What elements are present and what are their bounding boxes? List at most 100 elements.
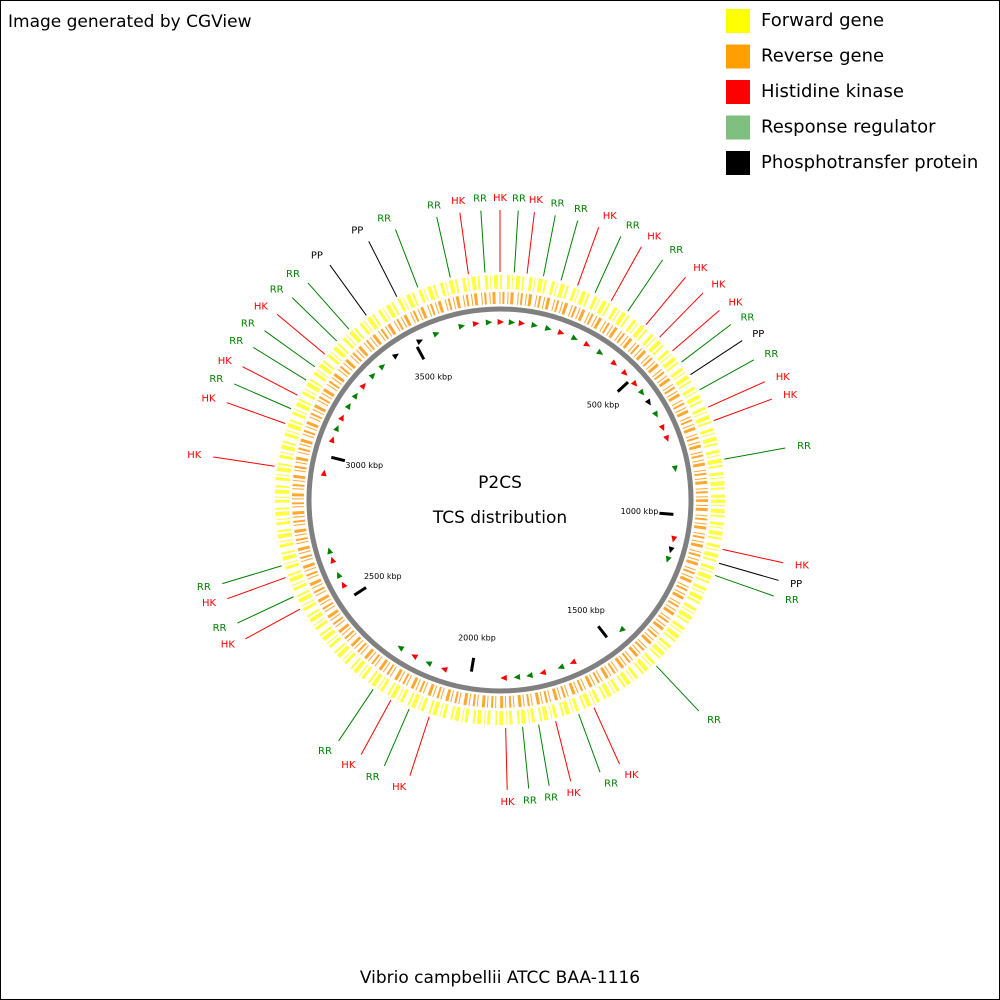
feature-label: HK — [776, 372, 791, 383]
feature-leader — [383, 708, 410, 767]
feature-leader — [237, 596, 294, 624]
feature-label: RR — [707, 715, 721, 726]
feature-label: HK — [500, 797, 515, 808]
feature-marker — [531, 321, 538, 328]
map-title: P2CS — [478, 473, 522, 493]
feature-label: RR — [286, 269, 300, 280]
feature-leader — [264, 330, 316, 368]
feature-label: HK — [201, 394, 216, 405]
tick-label: 3000 kbp — [345, 461, 383, 470]
feature-label: RR — [740, 312, 754, 323]
feature-label: RR — [197, 582, 211, 593]
feature-leader — [276, 314, 326, 355]
feature-marker — [359, 383, 366, 390]
feature-leader — [542, 215, 556, 277]
feature-leader — [627, 259, 664, 312]
header-title: Image generated by CGView — [8, 12, 252, 32]
feature-leader — [718, 562, 779, 581]
feature-leader — [234, 383, 292, 410]
feature-label: RR — [523, 796, 537, 807]
feature-leader — [645, 276, 686, 326]
feature-label: RR — [270, 284, 284, 295]
feature-leader — [578, 713, 601, 773]
feature-leader — [291, 297, 338, 342]
feature-leader — [672, 310, 720, 352]
feature-leader — [722, 548, 784, 564]
feature-label: RR — [209, 374, 223, 385]
feature-label: RR — [241, 319, 255, 330]
feature-marker — [644, 398, 651, 406]
feature-leader — [655, 665, 700, 712]
feature-label: PP — [351, 226, 363, 237]
feature-marker — [610, 359, 617, 366]
feature-marker — [378, 364, 386, 371]
feature-leader — [610, 246, 642, 302]
feature-leader — [307, 282, 350, 330]
feature-leader — [227, 577, 286, 600]
feature-marker — [500, 674, 507, 681]
feature-marker — [569, 658, 577, 664]
forward-gene-ring — [275, 275, 725, 725]
feature-leader — [594, 236, 622, 293]
legend-swatch — [726, 115, 750, 140]
feature-label: HK — [567, 788, 582, 799]
feature-label: HK — [729, 298, 744, 309]
tick-label: 1500 kbp — [567, 606, 605, 615]
feature-label: RR — [318, 746, 332, 757]
feature-leader — [560, 220, 579, 281]
legend-swatch — [726, 151, 750, 175]
feature-marker — [665, 555, 672, 563]
feature-leader — [513, 210, 519, 273]
legend-label: Phosphotransfer protein — [761, 152, 978, 173]
legend-label: Forward gene — [761, 10, 884, 31]
feature-marker — [570, 334, 578, 340]
feature-leader — [480, 210, 486, 273]
feature-marker — [513, 673, 521, 680]
feature-marker — [668, 546, 675, 554]
feature-marker — [472, 321, 480, 328]
feature-leader — [699, 359, 755, 391]
feature-marker — [458, 323, 466, 330]
feature-marker — [671, 535, 678, 543]
feature-leader — [522, 726, 530, 789]
feature-label: HK — [783, 390, 798, 401]
feature-marker — [440, 667, 448, 673]
tick-mark — [597, 625, 609, 639]
feature-label: RR — [473, 194, 487, 205]
legend-label: Histidine kinase — [761, 81, 904, 102]
feature-marker — [341, 581, 348, 589]
feature-leader — [226, 402, 286, 424]
feature-leader — [526, 211, 535, 274]
feature-label: HK — [647, 231, 662, 242]
feature-leader — [395, 229, 419, 288]
legend-swatch — [726, 9, 750, 33]
feature-leader — [538, 724, 550, 786]
feature-marker — [518, 319, 526, 326]
feature-label: HK — [392, 782, 407, 793]
feature-marker — [652, 410, 658, 418]
feature-label: HK — [693, 263, 708, 274]
feature-label: HK — [529, 195, 544, 206]
feature-leader — [338, 689, 374, 742]
feature-leader — [242, 366, 298, 396]
tick-label: 2000 kbp — [458, 634, 496, 643]
feature-leader — [409, 716, 430, 776]
feature-marker — [415, 339, 424, 346]
feature-marker — [432, 332, 440, 338]
tick-mark — [415, 346, 426, 360]
feature-leader — [681, 324, 732, 363]
feature-leader — [368, 241, 398, 297]
feature-marker — [411, 654, 419, 661]
feature-marker — [620, 369, 628, 376]
feature-label: RR — [551, 199, 565, 210]
feature-marker — [539, 669, 547, 675]
tick-label: 2500 kbp — [364, 572, 402, 581]
tick-mark — [330, 455, 346, 463]
feature-marker — [544, 324, 552, 331]
feature-label: RR — [626, 220, 640, 231]
tick-mark — [353, 586, 367, 597]
feature-marker — [583, 340, 591, 347]
feature-leader — [659, 292, 704, 338]
feature-label: RR — [764, 349, 778, 360]
